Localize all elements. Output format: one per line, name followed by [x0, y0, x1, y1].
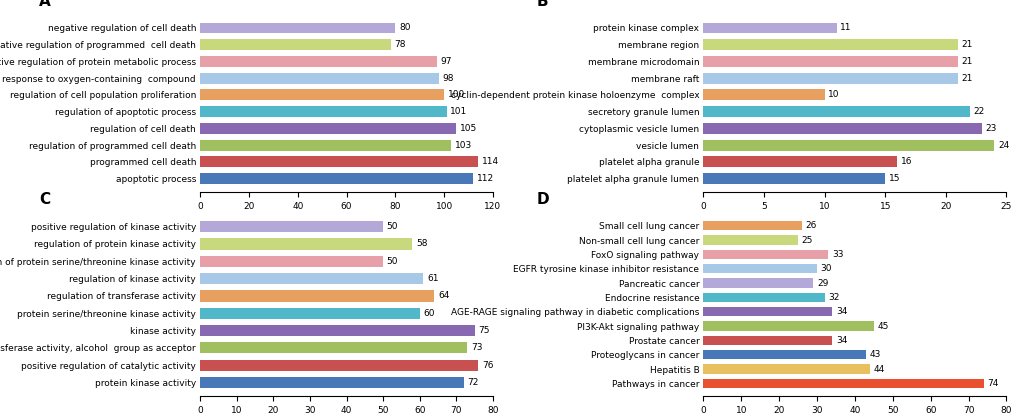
Bar	[703, 157, 898, 167]
Bar	[703, 264, 817, 273]
Text: 73: 73	[470, 343, 483, 352]
Text: 43: 43	[870, 350, 881, 359]
Text: 58: 58	[416, 240, 427, 249]
Text: 25: 25	[802, 235, 813, 244]
Bar	[703, 350, 867, 359]
Bar	[200, 360, 479, 371]
Text: 24: 24	[998, 140, 1010, 150]
Bar	[200, 123, 456, 134]
Text: 97: 97	[441, 57, 452, 66]
Text: 61: 61	[427, 274, 439, 283]
Bar	[200, 39, 390, 50]
Text: 45: 45	[877, 322, 889, 330]
Text: 50: 50	[387, 257, 398, 266]
Bar	[703, 278, 813, 288]
Text: 98: 98	[443, 74, 454, 83]
Text: 33: 33	[832, 250, 843, 259]
Bar	[200, 173, 473, 184]
Bar	[703, 90, 825, 100]
Text: D: D	[537, 192, 549, 207]
Text: 29: 29	[816, 279, 829, 287]
Text: 23: 23	[986, 124, 997, 133]
Bar	[703, 221, 802, 230]
Bar	[200, 290, 434, 301]
Bar	[200, 157, 479, 167]
Bar	[703, 173, 885, 184]
Bar	[703, 235, 798, 245]
Bar	[200, 325, 474, 336]
Text: 21: 21	[961, 74, 973, 83]
Text: 32: 32	[829, 293, 840, 302]
Text: 78: 78	[394, 40, 406, 49]
Bar	[703, 140, 994, 150]
Text: 103: 103	[455, 140, 472, 150]
Text: 34: 34	[836, 307, 847, 316]
Bar	[200, 23, 395, 33]
Text: B: B	[537, 0, 548, 9]
Text: 76: 76	[482, 361, 493, 370]
Bar	[703, 307, 832, 316]
Bar	[703, 73, 958, 83]
Text: A: A	[39, 0, 51, 9]
Bar	[703, 336, 832, 345]
Text: 60: 60	[423, 309, 434, 318]
Bar	[703, 293, 825, 302]
Text: 11: 11	[840, 24, 852, 33]
Text: 64: 64	[438, 292, 449, 300]
Text: 21: 21	[961, 57, 973, 66]
Bar	[703, 123, 982, 134]
Bar	[200, 308, 420, 319]
Bar	[200, 140, 452, 150]
Bar	[200, 238, 413, 249]
Bar	[703, 23, 837, 33]
Text: 44: 44	[874, 365, 885, 374]
Text: 26: 26	[805, 221, 816, 230]
Text: 80: 80	[398, 24, 411, 33]
Bar	[703, 39, 958, 50]
Text: 112: 112	[477, 174, 494, 183]
Bar	[200, 256, 383, 267]
Bar	[200, 73, 440, 83]
Text: 75: 75	[479, 326, 490, 335]
Text: C: C	[39, 192, 50, 207]
Bar	[200, 273, 423, 284]
Text: 34: 34	[836, 336, 847, 345]
Bar	[200, 90, 444, 100]
Bar	[200, 342, 467, 354]
Text: 22: 22	[974, 107, 985, 116]
Text: 50: 50	[387, 222, 398, 231]
Bar	[703, 250, 829, 259]
Bar	[200, 106, 447, 117]
Text: 74: 74	[987, 379, 998, 388]
Bar	[200, 56, 436, 67]
Text: 100: 100	[448, 90, 465, 100]
Text: 10: 10	[829, 90, 840, 100]
Text: 72: 72	[467, 378, 479, 387]
Bar	[703, 364, 870, 374]
Text: 15: 15	[889, 174, 901, 183]
Text: 16: 16	[901, 157, 913, 166]
Bar	[200, 377, 463, 388]
Bar	[703, 106, 971, 117]
Bar	[703, 56, 958, 67]
Text: 30: 30	[821, 264, 832, 273]
Bar	[703, 321, 874, 331]
Bar	[703, 379, 984, 388]
Text: 114: 114	[482, 157, 499, 166]
Text: 21: 21	[961, 40, 973, 49]
Bar	[200, 221, 383, 232]
Text: 101: 101	[450, 107, 467, 116]
Text: 105: 105	[460, 124, 478, 133]
